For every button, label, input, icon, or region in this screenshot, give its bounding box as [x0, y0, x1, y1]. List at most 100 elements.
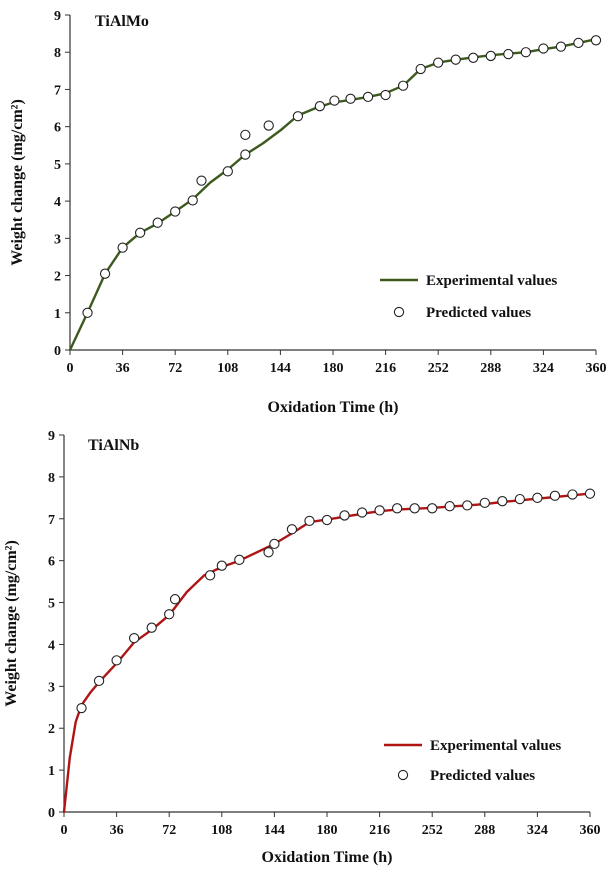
predicted-point — [263, 547, 274, 558]
panel-title: TiAlMo — [95, 13, 149, 30]
predicted-point — [374, 505, 385, 516]
x-tick-label: 324 — [533, 361, 554, 376]
chart-panel-1: 0 1 2 3 4 5 6 7 8 9 0 36 72 108 144 180 216 252 288 324 360 O… — [9, 9, 607, 416]
x-tick-label: 216 — [369, 823, 390, 838]
predicted-point — [216, 560, 227, 571]
predicted-point — [304, 515, 315, 527]
predicted-point — [263, 120, 274, 131]
experimental-line — [68, 38, 598, 352]
predicted-point — [240, 129, 251, 141]
legend-label-predicted: Predicted values — [426, 305, 531, 321]
predicted-point — [345, 93, 356, 104]
y-tick-label: 0 — [48, 806, 55, 821]
predicted-point — [339, 510, 350, 521]
x-tick-label: 288 — [480, 361, 501, 376]
predicted-point — [468, 52, 479, 63]
y-axis-title: Weight change (mg/cm²) — [3, 540, 20, 707]
predicted-point — [391, 503, 403, 514]
predicted-point — [164, 609, 175, 620]
predicted-point — [204, 570, 216, 581]
x-axis-title: Oxidation Time (h) — [268, 399, 399, 416]
y-tick-label: 5 — [48, 597, 55, 612]
predicted-point — [292, 111, 304, 122]
predicted-point — [549, 490, 561, 501]
chart-panel-2: 0 1 2 3 4 5 6 7 8 9 0 36 72 108 144 180 216 252 288 324 360 O… — [3, 429, 601, 866]
panel-title: TiAlNb — [88, 437, 139, 454]
predicted-point — [286, 524, 298, 535]
predicted-point — [269, 538, 280, 550]
predicted-point — [187, 195, 198, 206]
predicted-point — [146, 622, 157, 633]
predicted-point — [314, 101, 325, 112]
predicted-point — [584, 488, 596, 499]
predicted-point — [76, 702, 87, 714]
predicted-point — [503, 48, 514, 60]
predicted-point — [93, 675, 105, 687]
predicted-point — [409, 503, 420, 514]
x-tick-label: 216 — [375, 361, 396, 376]
predicted-point — [329, 95, 340, 106]
predicted-point — [415, 63, 426, 75]
legend-label-experimental: Experimental values — [426, 273, 557, 289]
predicted-point — [520, 47, 532, 58]
y-tick-label: 4 — [48, 638, 55, 653]
y-tick-label: 7 — [48, 513, 55, 528]
x-tick-label: 0 — [61, 823, 68, 838]
y-tick-label: 6 — [54, 121, 61, 136]
experimental-line — [62, 492, 592, 814]
predicted-point — [99, 268, 111, 279]
x-tick-label: 72 — [162, 823, 176, 838]
predicted-point — [479, 497, 490, 509]
legend-marker-swatch — [393, 306, 405, 318]
predicted-point — [497, 496, 508, 507]
predicted-point — [450, 54, 461, 65]
predicted-point — [196, 175, 207, 186]
legend-marker-swatch — [397, 769, 409, 781]
predicted-point — [128, 633, 140, 644]
x-tick-label: 252 — [422, 823, 443, 838]
y-tick-label: 1 — [48, 764, 55, 779]
y-tick-label: 5 — [54, 158, 61, 173]
predicted-point — [532, 492, 543, 503]
legend: Experimental values Predicted values — [384, 738, 561, 784]
x-tick-label: 360 — [580, 823, 601, 838]
predicted-point — [444, 501, 455, 512]
y-tick-label: 7 — [54, 83, 61, 98]
predicted-point — [397, 80, 409, 91]
predicted-point — [170, 206, 181, 217]
y-tick-label: 6 — [48, 555, 55, 570]
predicted-point — [222, 166, 233, 177]
predicted-point — [555, 41, 567, 52]
x-axis-title: Oxidation Time (h) — [262, 849, 393, 866]
y-tick-label: 9 — [48, 429, 55, 444]
x-tick-label: 0 — [67, 361, 74, 376]
predicted-point — [433, 57, 444, 68]
predicted-point — [117, 242, 128, 253]
x-tick-label: 72 — [168, 361, 182, 376]
y-tick-label: 4 — [54, 195, 61, 210]
y-tick-label: 0 — [54, 344, 61, 359]
x-tick-label: 36 — [110, 823, 124, 838]
y-tick-label: 8 — [54, 46, 61, 61]
predicted-point — [514, 493, 526, 505]
predicted-point — [321, 514, 333, 526]
predicted-point — [462, 500, 473, 511]
y-axis-title: Weight change (mg/cm²) — [9, 99, 26, 266]
x-tick-label: 108 — [211, 823, 232, 838]
predicted-point — [134, 227, 146, 238]
y-tick-label: 9 — [54, 9, 61, 24]
predicted-point — [111, 655, 122, 666]
x-tick-label: 324 — [527, 823, 548, 838]
y-tick-label: 8 — [48, 471, 55, 486]
x-tick-label: 108 — [217, 361, 238, 376]
x-tick-label: 36 — [116, 361, 130, 376]
x-tick-label: 144 — [270, 361, 291, 376]
legend: Experimental values Predicted values — [380, 273, 557, 321]
predicted-point — [234, 554, 245, 565]
x-tick-label: 180 — [323, 361, 344, 376]
y-tick-label: 2 — [48, 722, 55, 737]
predicted-point — [538, 43, 549, 54]
predicted-point — [590, 35, 602, 46]
legend-label-experimental: Experimental values — [430, 738, 561, 754]
